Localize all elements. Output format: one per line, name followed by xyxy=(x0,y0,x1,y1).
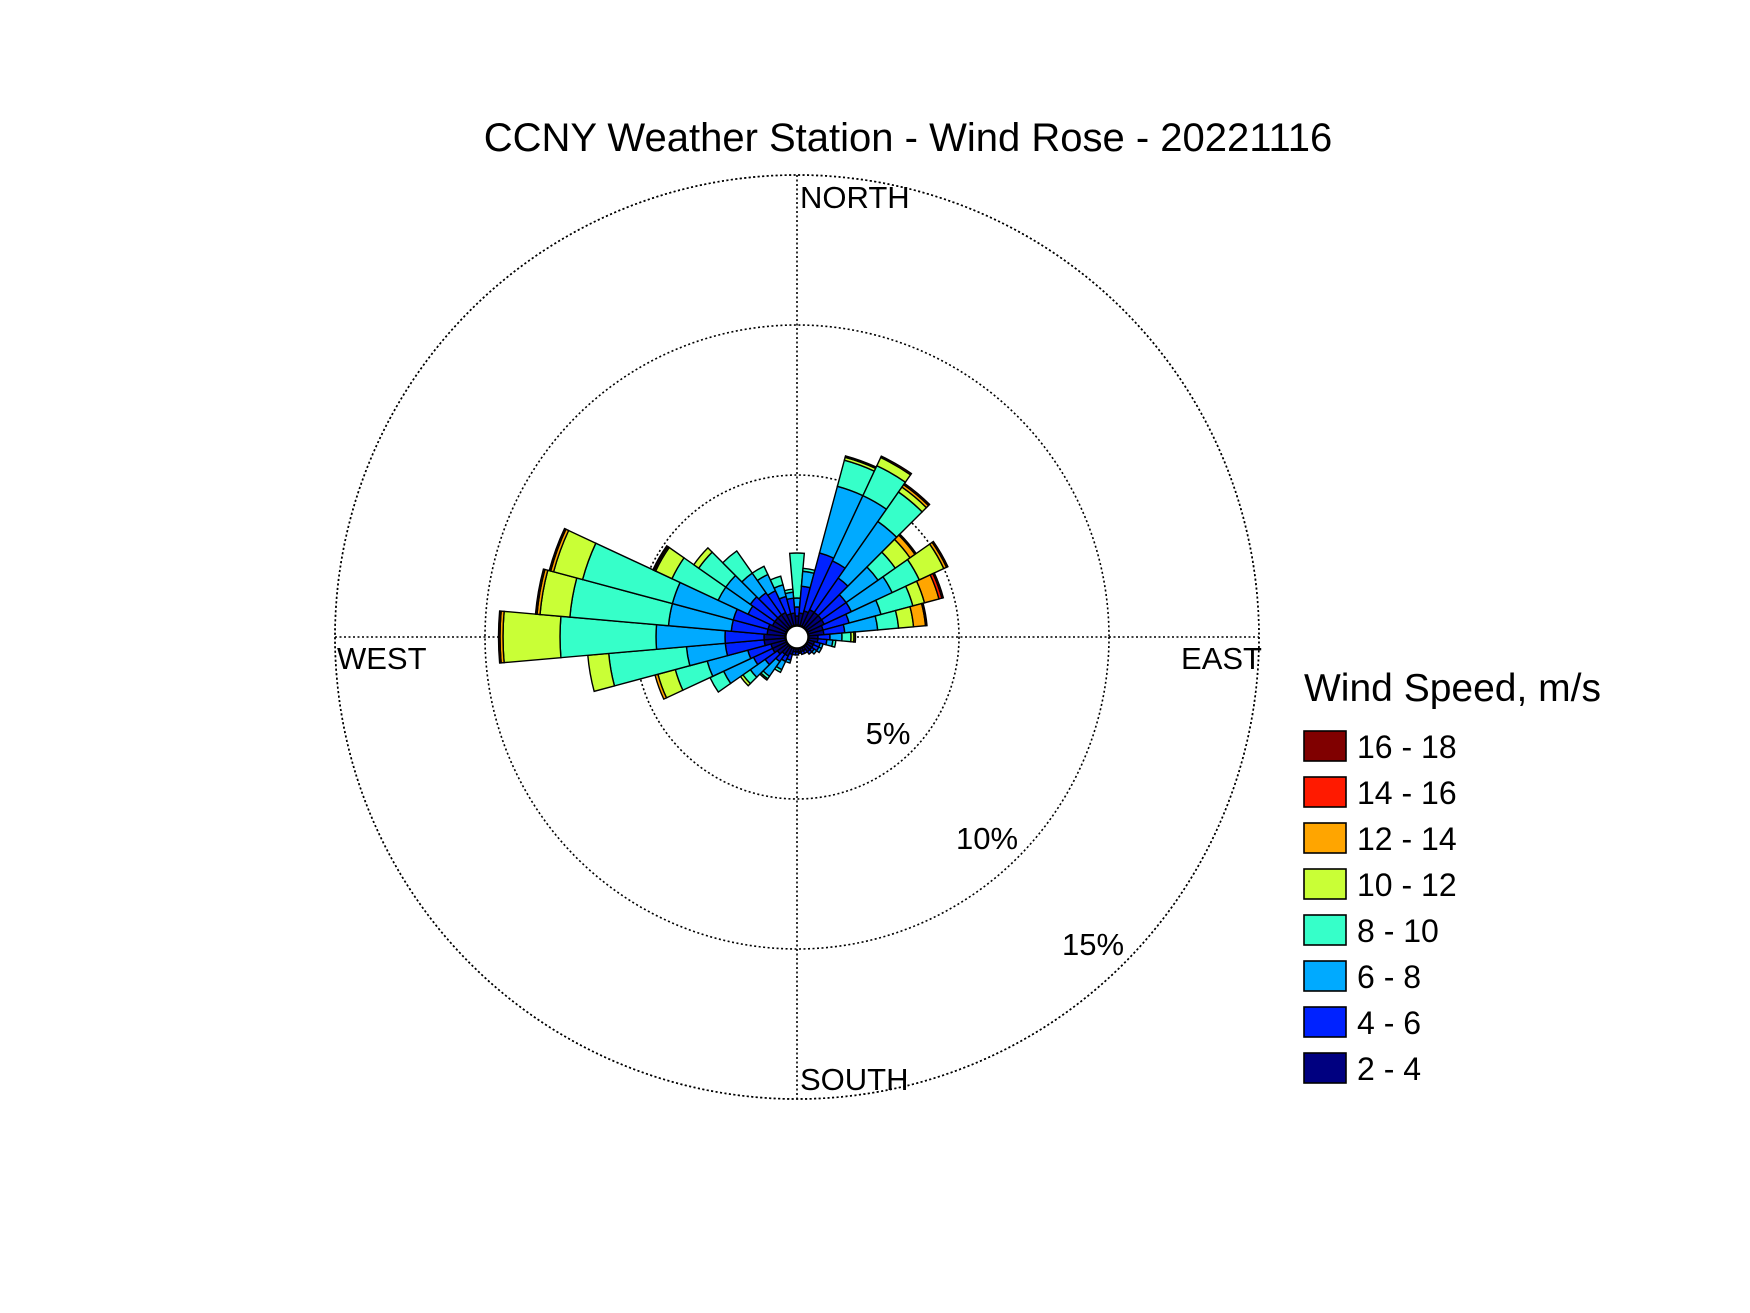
legend-swatch-2-4 xyxy=(1303,1052,1347,1084)
legend-label-16-18: 16 - 18 xyxy=(1357,729,1457,765)
legend-label-12-14: 12 - 14 xyxy=(1357,821,1457,857)
wind-bar-290-16-18 xyxy=(548,527,567,572)
wind-rose-bars xyxy=(497,455,949,701)
legend-swatch-10-12 xyxy=(1303,868,1347,900)
wind-bar-120-6-8 xyxy=(815,646,823,654)
wind-bar-310-10-12 xyxy=(692,546,714,570)
direction-label-west: WEST xyxy=(337,641,427,676)
wind-bar-100-8-10 xyxy=(830,639,837,648)
legend: 16 - 18 14 - 16 12 - 14 10 - 12 8 - 10 6 - 8 4… xyxy=(1303,729,1457,1087)
legend-swatch-16-18 xyxy=(1303,730,1347,762)
legend-swatch-4-6 xyxy=(1303,1006,1347,1038)
legend-swatch-6-8 xyxy=(1303,960,1347,992)
polar-grid xyxy=(334,174,1260,1100)
legend-label-8-10: 8 - 10 xyxy=(1357,913,1439,949)
wind-bar-80-16-18 xyxy=(920,602,928,627)
direction-label-east: EAST xyxy=(1181,641,1262,676)
wind-bar-300-16-18 xyxy=(651,544,669,572)
legend-swatch-14-16 xyxy=(1303,776,1347,808)
ring-label-10: 10% xyxy=(956,821,1018,856)
wind-bar-40-16-18 xyxy=(902,482,931,507)
legend-swatch-8-10 xyxy=(1303,914,1347,946)
wind-bar-30-16-18 xyxy=(879,455,913,476)
legend-label-10-12: 10 - 12 xyxy=(1357,867,1457,903)
wind-bar-270-16-18 xyxy=(497,610,502,664)
direction-label-south: SOUTH xyxy=(800,1062,909,1097)
wind-bar-280-16-18 xyxy=(534,568,546,616)
wind-bar-330-8-10 xyxy=(751,565,769,582)
wind-bar-0-8-10 xyxy=(788,552,806,599)
legend-label-6-8: 6 - 8 xyxy=(1357,959,1421,995)
wind-bar-90-8-10 xyxy=(841,631,852,643)
legend-label-14-16: 14 - 16 xyxy=(1357,775,1457,811)
chart-title: CCNY Weather Station - Wind Rose - 20221… xyxy=(484,116,1333,160)
wind-bar-340-8-10 xyxy=(769,575,784,589)
legend-swatch-12-14 xyxy=(1303,822,1347,854)
legend-label-2-4: 2 - 4 xyxy=(1357,1051,1421,1087)
ring-label-15: 15% xyxy=(1062,927,1124,962)
direction-label-north: NORTH xyxy=(800,180,910,215)
wind-bar-350-8-10 xyxy=(783,588,794,595)
wind-bar-140-4-6 xyxy=(806,648,813,656)
wind-bar-90-12-14 xyxy=(853,631,857,643)
wind-bar-60-16-18 xyxy=(931,540,949,569)
calm-center xyxy=(785,625,809,649)
wind-bar-270-10-12 xyxy=(502,610,562,664)
wind-bar-130-6-8 xyxy=(810,648,818,655)
wind-bar-70-16-18 xyxy=(932,572,945,600)
wind-bar-320-8-10 xyxy=(721,550,754,583)
ring-label-5: 5% xyxy=(866,716,911,751)
legend-label-4-6: 4 - 6 xyxy=(1357,1005,1421,1041)
legend-title: Wind Speed, m/s xyxy=(1304,667,1601,710)
